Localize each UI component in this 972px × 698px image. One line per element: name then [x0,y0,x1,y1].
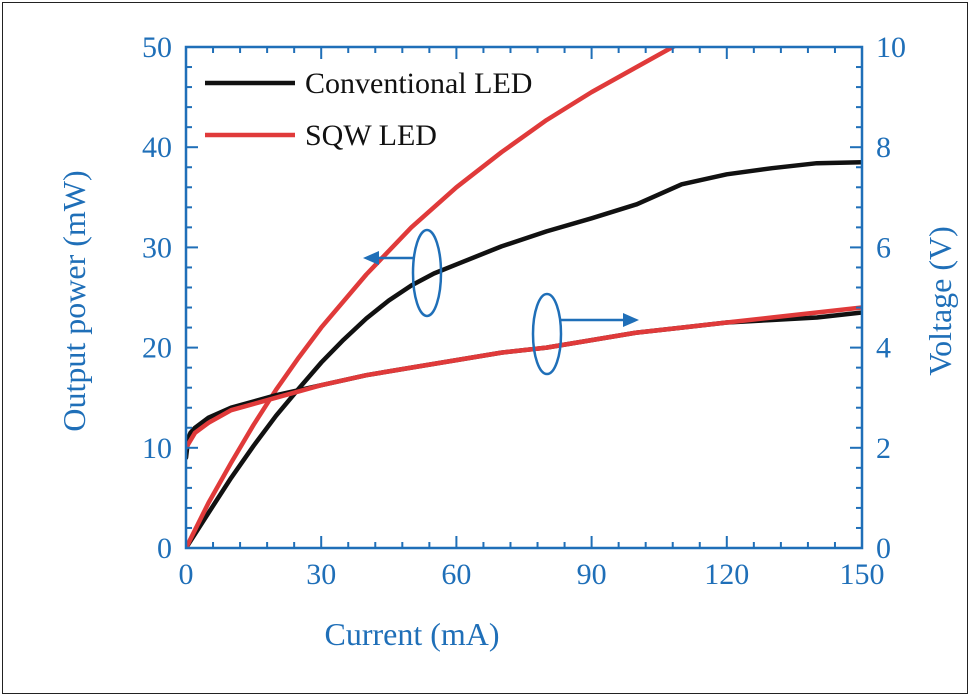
y-right-axis-title: Voltage (V) [922,226,958,376]
y-left-tick-label: 20 [142,332,172,365]
axes-layer [184,45,864,550]
x-axis-title: Current (mA) [324,616,499,652]
legend-label: Conventional LED [305,67,532,100]
x-tick-label: 120 [704,558,749,591]
y-left-axis-title: Output power (mW) [56,170,92,431]
y-left-tick-label: 0 [157,532,172,565]
x-tick-label: 60 [441,558,471,591]
y-left-tick-label: 30 [142,231,172,264]
series-line-voltage-sqw [186,305,862,451]
x-tick-label: 90 [577,558,607,591]
legend: Conventional LED SQW LED [205,67,532,152]
labels-layer: Current (mA) Output power (mW) Voltage (… [56,170,958,652]
right-arrow-head-icon [623,313,639,327]
annotations-layer [363,228,639,376]
series-line-voltage-conventional [186,310,862,461]
legend-label: SQW LED [305,119,437,152]
x-tick-label: 150 [840,558,885,591]
left-arrow-head-icon [363,251,379,265]
y-right-tick-label: 0 [876,532,891,565]
y-left-tick-label: 50 [142,31,172,64]
power-curves-ellipse [411,228,443,318]
y-right-tick-label: 4 [876,332,891,365]
y-left-tick-label: 40 [142,131,172,164]
x-tick-label: 30 [306,558,336,591]
plot-border [184,45,864,550]
x-tick-label: 0 [179,558,194,591]
y-left-tick-label: 10 [142,432,172,465]
voltage-curves-ellipse [531,292,563,376]
y-right-tick-label: 10 [876,31,906,64]
y-right-tick-label: 2 [876,432,891,465]
series-line-power-conventional [186,159,862,548]
y-right-tick-label: 8 [876,131,891,164]
y-right-tick-label: 6 [876,231,891,264]
plot-layer [186,47,862,548]
series-line-power-sqw [186,47,678,548]
